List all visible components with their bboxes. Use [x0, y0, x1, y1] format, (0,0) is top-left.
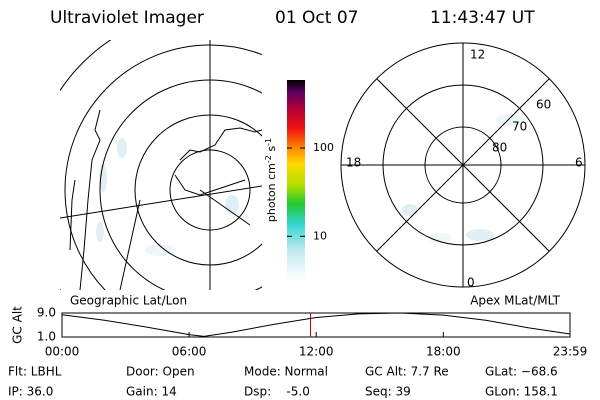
mlt-label: 18 [346, 156, 361, 170]
colorbar-label: photon cm-2 s-1 [264, 138, 279, 222]
info-field: Gain: 14 [126, 385, 177, 399]
x-tick-label: 23:59 [553, 345, 588, 359]
mlat-label: 80 [492, 141, 507, 155]
panel-label: Apex MLat/MLT [470, 294, 560, 308]
info-field: Door: Open [126, 365, 195, 379]
time: 11:43:47 UT [430, 8, 535, 28]
x-tick-label: 12:00 [299, 345, 334, 359]
y-tick-label: 1.0 [37, 330, 56, 344]
info-field: Seq: 39 [365, 385, 411, 399]
geographic-map [60, 40, 262, 290]
colorbar [287, 80, 305, 280]
panel-label: Geographic Lat/Lon [70, 294, 187, 308]
info-field: Mode: Normal [244, 365, 328, 379]
mlt-label: 6 [575, 156, 583, 170]
info-field: GLon: 158.1 [485, 385, 558, 399]
date: 01 Oct 07 [275, 8, 358, 28]
mlt-label: 12 [470, 48, 485, 62]
mlat-label: 60 [536, 98, 551, 112]
x-tick-label: 06:00 [172, 345, 207, 359]
info-field: Dsp: -5.0 [244, 385, 310, 399]
x-tick-label: 18:00 [426, 345, 461, 359]
info-field: IP: 36.0 [8, 385, 53, 399]
colorbar-tick-label: 100 [313, 141, 334, 154]
mlat-label: 70 [512, 120, 527, 134]
x-tick-label: 00:00 [45, 345, 80, 359]
info-field: GC Alt: 7.7 Re [365, 365, 449, 379]
colorbar-tick-label: 10 [313, 229, 327, 242]
y-tick-label: 9.0 [37, 306, 56, 320]
info-field: Flt: LBHL [8, 365, 62, 379]
gc-alt-line [61, 312, 571, 337]
mlt-label: 0 [467, 276, 475, 290]
info-field: GLat: −68.6 [485, 365, 558, 379]
instrument: Ultraviolet Imager [50, 8, 204, 28]
polar-plot [340, 42, 586, 288]
y-axis-label: GC Alt [11, 306, 25, 344]
